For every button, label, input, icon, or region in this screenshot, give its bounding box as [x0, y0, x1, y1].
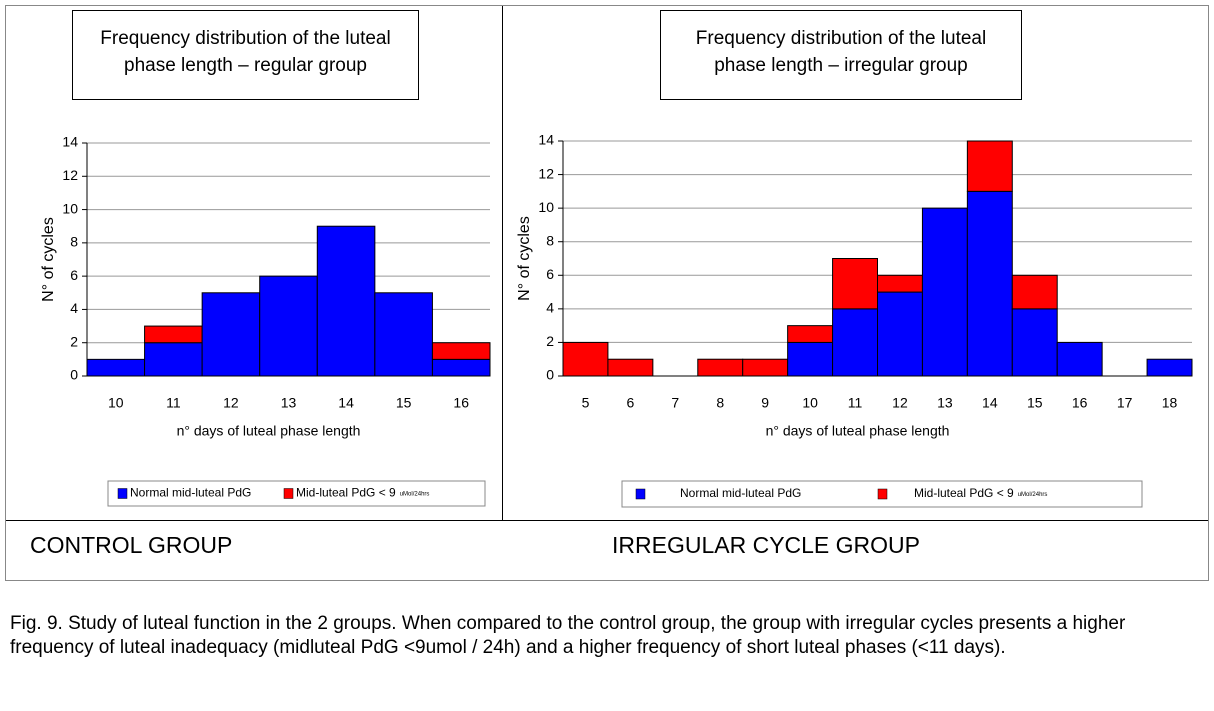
legend-swatch [635, 488, 646, 500]
legend-label: Normal mid-luteal PdG [680, 486, 801, 500]
figure-frame [5, 5, 1209, 581]
x-tick-label: 17 [1117, 395, 1133, 411]
x-tick-label: 15 [1027, 395, 1043, 411]
chart-title: Frequency distribution of the luteal pha… [72, 10, 419, 100]
bar-segment [259, 275, 318, 377]
y-tick-label: 10 [538, 199, 554, 215]
x-tick-label: 10 [802, 395, 818, 411]
x-tick-label: 13 [281, 395, 297, 411]
legend-box [107, 480, 486, 507]
bar-segment [201, 292, 261, 377]
x-tick-label: 18 [1162, 395, 1178, 411]
panels-frame [6, 6, 1208, 521]
chart: 0 2 4 6 8 10 12 14 5 6 7 8 9 10 11 12 13 14 15 16 17 18 n° day… [516, 132, 1193, 508]
x-tick-label: 7 [671, 395, 679, 411]
y-tick-label: 14 [62, 134, 78, 150]
y-tick-label: 6 [546, 266, 554, 282]
x-tick-label: 14 [982, 395, 998, 411]
y-tick-label: 10 [62, 200, 78, 216]
bar-segment [787, 341, 834, 377]
bar-segment [742, 358, 789, 377]
y-tick-label: 12 [538, 165, 554, 181]
group-label: IRREGULAR CYCLE GROUP [612, 532, 921, 558]
y-tick-label: 2 [70, 333, 78, 349]
bar-segment [144, 342, 203, 377]
x-tick-label: 5 [582, 395, 590, 411]
bar-segment [562, 341, 609, 377]
bar-segment [374, 292, 433, 377]
legend-unit: uMol/24hrs [1018, 492, 1048, 498]
x-tick-label: 6 [626, 395, 634, 411]
panel-divider [502, 6, 503, 521]
bar-segment [697, 358, 744, 377]
y-tick-label: 6 [70, 267, 78, 283]
legend-swatch [283, 488, 294, 499]
x-tick-label: 16 [1072, 395, 1088, 411]
y-tick-label: 4 [70, 300, 78, 316]
y-tick-label: 4 [546, 300, 554, 316]
bar-segment [921, 207, 968, 377]
bar-segment [877, 291, 923, 377]
bar-segment [966, 140, 1013, 192]
bar-segment [431, 358, 491, 377]
y-tick-label: 0 [70, 367, 78, 383]
bar-segment [832, 258, 879, 310]
y-tick-label: 8 [546, 232, 554, 248]
y-tick-label: 12 [62, 167, 78, 183]
bar-segment [877, 274, 923, 293]
chart-title: Frequency distribution of the luteal pha… [660, 10, 1022, 100]
bar-segment [787, 325, 834, 343]
caption: Fig. 9. Study of luteal function in the … [10, 613, 1126, 658]
x-tick-label: 14 [338, 395, 354, 411]
x-tick-label: 12 [892, 395, 908, 411]
x-tick-label: 15 [396, 395, 412, 411]
group-label: CONTROL GROUP [30, 532, 233, 558]
x-tick-label: 13 [937, 395, 953, 411]
legend-label: Normal mid-luteal PdG [130, 486, 251, 500]
legend-swatch [117, 488, 128, 499]
bar-segment [316, 225, 376, 377]
chart: 0 2 4 6 8 10 12 14 10 11 12 13 14 15 16 n° days of lute… [40, 134, 491, 507]
bar-segment [431, 342, 491, 360]
bar-segment [966, 190, 1013, 377]
x-tick-label: 12 [223, 395, 239, 411]
bar-segment [1146, 358, 1193, 377]
y-tick-label: 8 [70, 234, 78, 250]
x-tick-label: 11 [848, 395, 863, 411]
y-tick-label: 0 [546, 367, 554, 383]
y-tick-label: 2 [546, 333, 554, 349]
bar-segment [607, 358, 654, 377]
x-axis-label: n° days of luteal phase length [766, 423, 950, 439]
bar-segment [832, 308, 879, 377]
bar-segment [144, 325, 203, 344]
x-axis-label: n° days of luteal phase length [177, 423, 361, 439]
x-tick-label: 11 [166, 395, 181, 411]
bar-segment [1011, 308, 1058, 377]
bar-segment [86, 358, 146, 377]
x-tick-label: 16 [453, 395, 469, 411]
x-tick-label: 9 [761, 395, 769, 411]
legend-unit: uMol/24hrs [400, 491, 430, 497]
y-tick-label: 14 [538, 132, 554, 148]
y-axis-label: N° of cycles [516, 216, 533, 301]
bar-segment [1056, 341, 1103, 377]
bar-segment [1011, 274, 1058, 310]
x-tick-label: 8 [716, 395, 724, 411]
legend-swatch [877, 488, 888, 500]
y-axis-label: N° of cycles [40, 217, 57, 302]
x-tick-label: 10 [108, 395, 124, 411]
